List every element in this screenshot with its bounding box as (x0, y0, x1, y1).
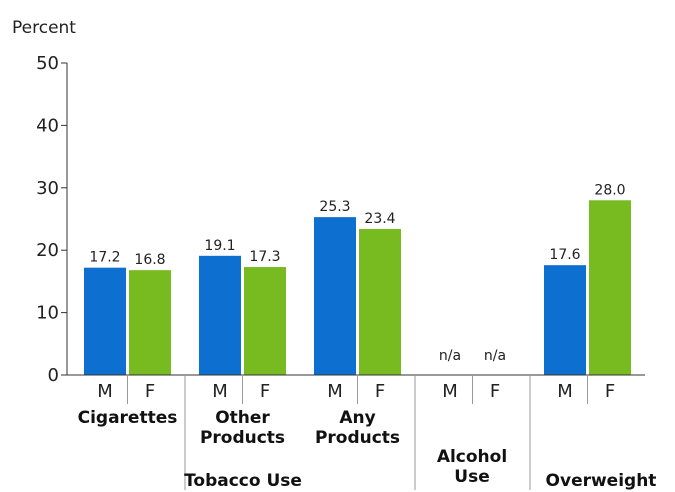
y-axis-unit-label: Percent (12, 18, 76, 38)
category-label: Other (215, 408, 270, 428)
top-category-label: Alcohol Use (437, 447, 507, 487)
series-label-m: M (557, 381, 573, 402)
data-label: 17.6 (549, 247, 580, 263)
series-label-f: F (490, 381, 500, 402)
data-label: 17.2 (89, 250, 120, 266)
category-label: Products (315, 428, 400, 448)
series-label-m: M (212, 381, 228, 402)
y-axis: 0 10 20 30 40 50 (36, 53, 68, 386)
y-tick-label: 20 (36, 240, 59, 261)
data-label: 23.4 (364, 211, 395, 227)
category-label: Products (200, 428, 285, 448)
series-label-m: M (97, 381, 113, 402)
series-label-m: M (327, 381, 343, 402)
data-label: 25.3 (319, 199, 350, 215)
category-label: Any (339, 408, 375, 428)
y-tick-label: 30 (36, 178, 59, 199)
series-label-f: F (605, 381, 615, 402)
bars: 17.2 16.8 19.1 17.3 25.3 23.4 n/a n/a 17.6 28.0 (84, 182, 631, 375)
top-category-label: Overweight (546, 471, 657, 491)
data-label: 28.0 (594, 182, 625, 198)
bar-f (129, 270, 171, 375)
y-tick-label: 0 (48, 365, 59, 386)
series-label-f: F (145, 381, 155, 402)
y-tick-label: 40 (36, 115, 59, 136)
category-label: Cigarettes (78, 408, 178, 428)
series-label-f: F (260, 381, 270, 402)
bar-f (359, 228, 401, 375)
top-category-label: Tobacco Use (184, 471, 302, 491)
data-label: 19.1 (204, 238, 235, 254)
data-label-na: n/a (439, 348, 461, 364)
bar-f (244, 267, 286, 375)
bar-m (314, 217, 356, 375)
y-tick-label: 10 (36, 303, 59, 324)
data-label: 16.8 (134, 252, 165, 268)
data-label-na: n/a (484, 348, 506, 364)
bar-m (84, 267, 126, 375)
series-label-f: F (375, 381, 385, 402)
bar-m (544, 265, 586, 375)
series-label-m: M (442, 381, 458, 402)
data-label: 17.3 (249, 249, 280, 265)
y-tick-label: 50 (36, 53, 59, 74)
bar-m (199, 255, 241, 375)
bar-f (589, 200, 631, 375)
